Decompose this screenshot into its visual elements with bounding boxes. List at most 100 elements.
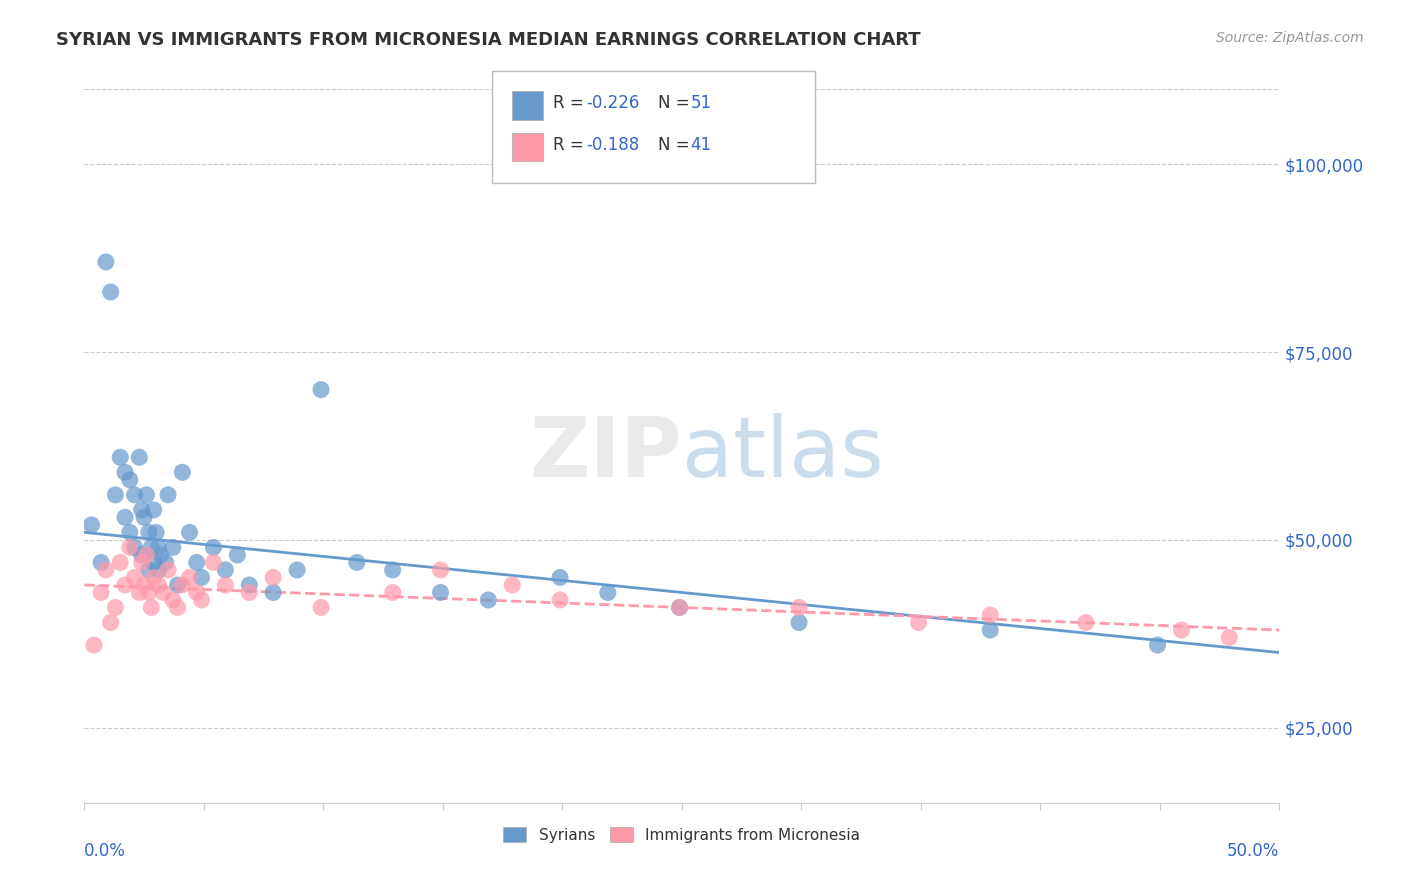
Point	[128, 450, 150, 465]
Point	[381, 563, 404, 577]
Point	[100, 285, 122, 299]
Text: 51: 51	[690, 94, 711, 112]
Point	[124, 570, 146, 584]
Text: R =: R =	[553, 94, 589, 112]
Point	[110, 450, 132, 465]
Point	[94, 563, 117, 577]
Text: Source: ZipAtlas.com: Source: ZipAtlas.com	[1216, 31, 1364, 45]
Point	[238, 585, 260, 599]
Point	[179, 570, 201, 584]
Point	[162, 541, 184, 555]
Point	[202, 556, 225, 570]
Point	[787, 600, 810, 615]
Point	[104, 488, 127, 502]
Point	[138, 563, 160, 577]
Point	[214, 563, 236, 577]
Point	[148, 578, 170, 592]
Point	[128, 585, 150, 599]
Point	[100, 615, 122, 630]
Point	[142, 503, 165, 517]
Point	[186, 556, 208, 570]
Point	[131, 556, 153, 570]
Text: atlas: atlas	[682, 413, 883, 493]
Text: -0.226: -0.226	[586, 94, 640, 112]
Point	[309, 600, 332, 615]
Point	[148, 563, 170, 577]
Text: R =: R =	[553, 136, 589, 153]
Point	[141, 600, 163, 615]
Text: N =: N =	[658, 94, 695, 112]
Text: 41: 41	[690, 136, 711, 153]
Point	[907, 615, 929, 630]
Text: 50.0%: 50.0%	[1227, 842, 1279, 860]
Point	[285, 563, 308, 577]
Point	[142, 556, 165, 570]
Point	[262, 585, 284, 599]
Point	[179, 525, 201, 540]
Point	[135, 548, 157, 562]
Point	[141, 541, 163, 555]
Point	[668, 600, 690, 615]
Point	[429, 585, 451, 599]
Point	[596, 585, 619, 599]
Point	[131, 503, 153, 517]
Point	[429, 563, 451, 577]
Point	[152, 585, 174, 599]
Point	[979, 607, 1001, 622]
Text: 0.0%: 0.0%	[84, 842, 127, 860]
Point	[114, 578, 136, 592]
Point	[1218, 631, 1240, 645]
Point	[135, 488, 157, 502]
Point	[226, 548, 249, 562]
Point	[157, 488, 180, 502]
Point	[1074, 615, 1097, 630]
Point	[94, 255, 117, 269]
Point	[145, 525, 167, 540]
Point	[118, 541, 141, 555]
Point	[138, 585, 160, 599]
Point	[166, 600, 188, 615]
Point	[114, 465, 136, 479]
Point	[1170, 623, 1192, 637]
Point	[148, 541, 170, 555]
Point	[381, 585, 404, 599]
Point	[90, 585, 112, 599]
Point	[501, 578, 523, 592]
Point	[172, 465, 194, 479]
Point	[477, 593, 499, 607]
Point	[979, 623, 1001, 637]
Point	[262, 570, 284, 584]
Point	[548, 570, 571, 584]
Point	[668, 600, 690, 615]
Point	[309, 383, 332, 397]
Point	[548, 593, 571, 607]
Point	[157, 563, 180, 577]
Point	[80, 517, 103, 532]
Text: -0.188: -0.188	[586, 136, 640, 153]
Point	[162, 593, 184, 607]
Point	[172, 578, 194, 592]
Point	[110, 556, 132, 570]
Point	[149, 548, 172, 562]
Text: ZIP: ZIP	[530, 413, 682, 493]
Point	[90, 556, 112, 570]
Point	[166, 578, 188, 592]
Point	[214, 578, 236, 592]
Point	[83, 638, 105, 652]
Point	[238, 578, 260, 592]
Text: SYRIAN VS IMMIGRANTS FROM MICRONESIA MEDIAN EARNINGS CORRELATION CHART: SYRIAN VS IMMIGRANTS FROM MICRONESIA MED…	[56, 31, 921, 49]
Point	[118, 525, 141, 540]
Point	[124, 541, 146, 555]
Point	[138, 525, 160, 540]
Point	[155, 556, 177, 570]
Point	[132, 578, 156, 592]
Point	[186, 585, 208, 599]
Point	[202, 541, 225, 555]
Point	[132, 510, 156, 524]
Point	[142, 570, 165, 584]
Point	[346, 556, 368, 570]
Point	[114, 510, 136, 524]
Point	[190, 570, 212, 584]
Point	[1146, 638, 1168, 652]
Point	[124, 488, 146, 502]
